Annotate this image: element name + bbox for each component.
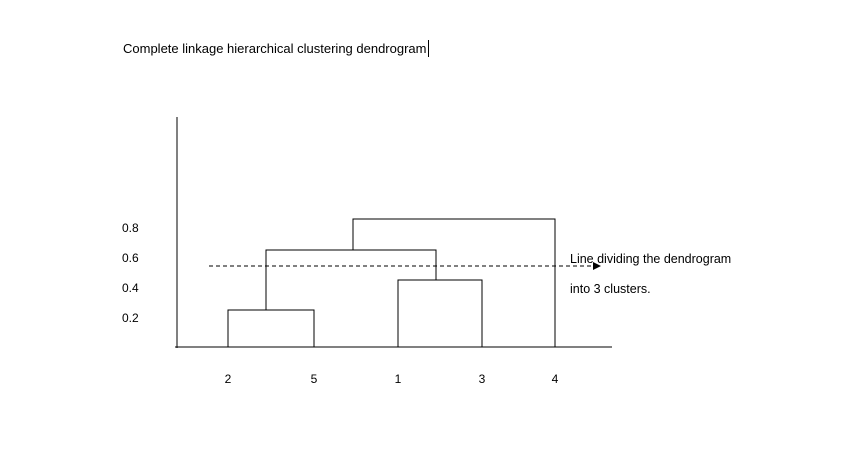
leaf-labels: 2 5 1 3 4 bbox=[225, 372, 559, 386]
merge-link bbox=[352, 218, 556, 347]
merge-link bbox=[397, 279, 483, 347]
y-tick-label: 0.2 bbox=[122, 311, 139, 325]
y-tick-labels: 0.8 0.6 0.4 0.2 bbox=[122, 221, 139, 325]
leaf-label: 2 bbox=[225, 372, 232, 386]
leaf-label: 3 bbox=[479, 372, 486, 386]
y-tick-label: 0.6 bbox=[122, 251, 139, 265]
annotation-line: Line dividing the dendrogram bbox=[570, 252, 731, 266]
dendrogram-links bbox=[227, 218, 556, 347]
leaf-label: 4 bbox=[552, 372, 559, 386]
y-tick-label: 0.8 bbox=[122, 221, 139, 235]
annotation-line: into 3 clusters. bbox=[570, 282, 651, 296]
axes bbox=[175, 117, 612, 348]
leaf-label: 1 bbox=[395, 372, 402, 386]
text-cursor bbox=[427, 40, 429, 57]
annotation: Line dividing the dendrogram into 3 clust… bbox=[570, 252, 731, 296]
y-tick-label: 0.4 bbox=[122, 281, 139, 295]
merge-link bbox=[265, 249, 437, 310]
title-text: Complete linkage hierarchical clustering… bbox=[123, 41, 427, 56]
document-title[interactable]: Complete linkage hierarchical clustering… bbox=[123, 40, 429, 57]
leaf-label: 5 bbox=[311, 372, 318, 386]
merge-link bbox=[227, 309, 315, 347]
